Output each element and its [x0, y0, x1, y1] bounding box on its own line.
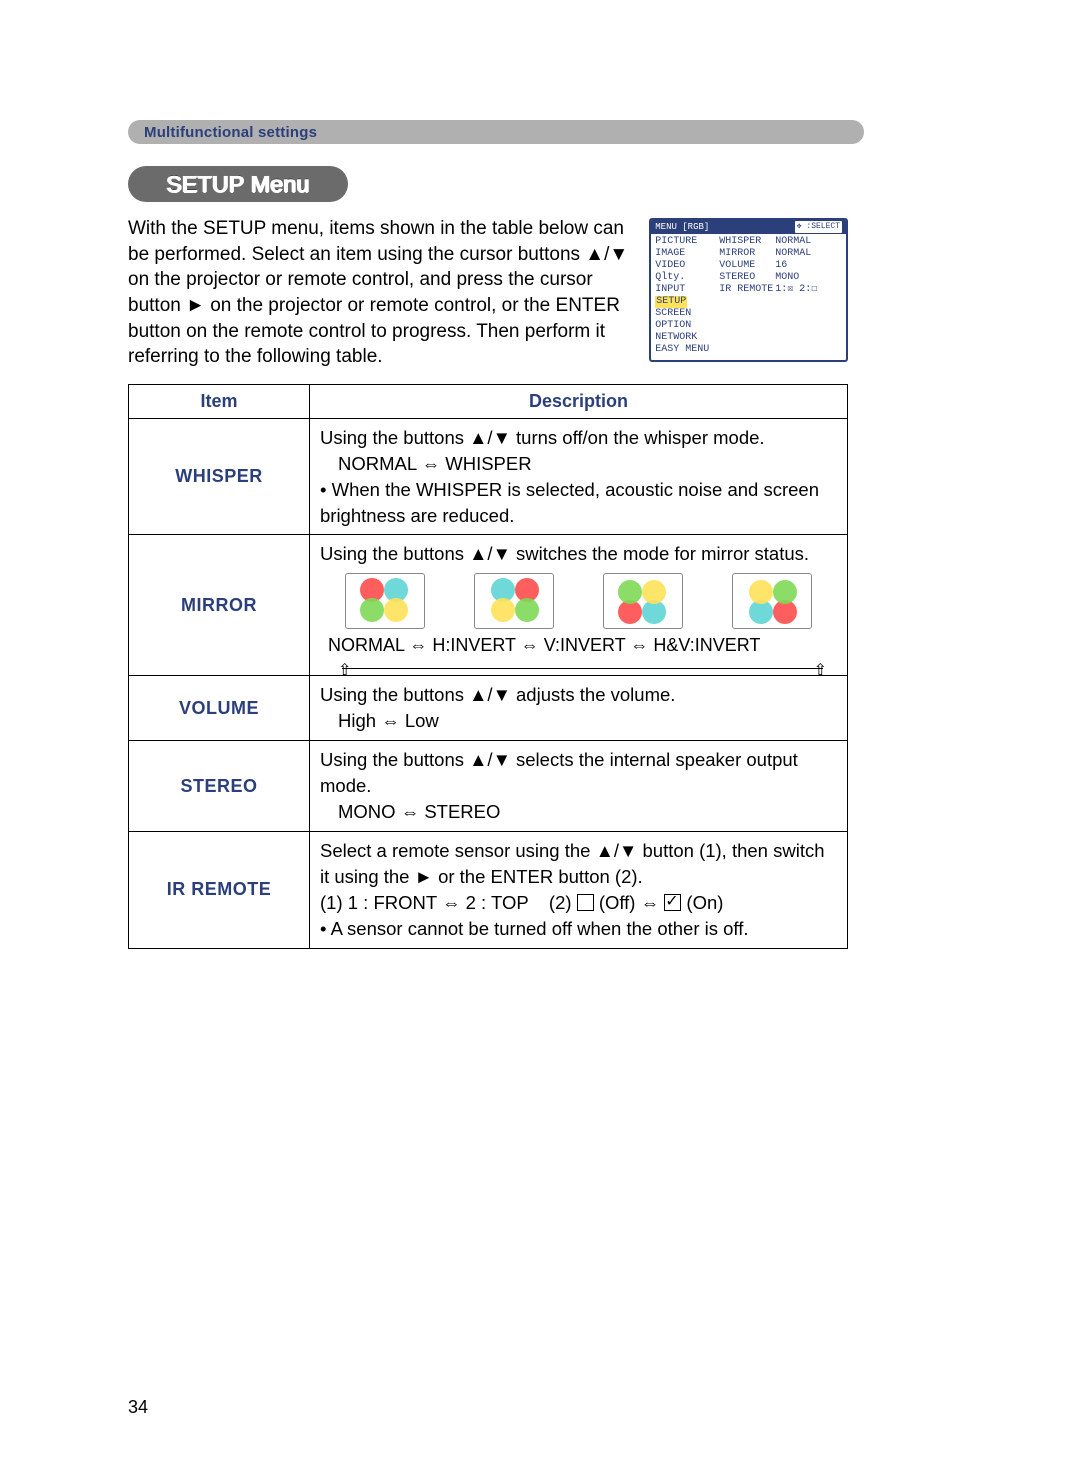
section-header-text: Multifunctional settings: [144, 124, 317, 141]
table-row: VOLUME Using the buttons ▲/▼ adjusts the…: [129, 676, 848, 741]
mirror-diagram: [603, 573, 683, 629]
table-row: WHISPER Using the buttons ▲/▼ turns off/…: [129, 418, 848, 535]
checkbox-off-icon: [577, 894, 594, 911]
title-text: SETUP Menu: [166, 171, 309, 198]
mirror-diagram: [474, 573, 554, 629]
row-desc-volume: Using the buttons ▲/▼ adjusts the volume…: [310, 676, 848, 741]
row-item-mirror: MIRROR: [129, 535, 310, 676]
row-desc-whisper: Using the buttons ▲/▼ turns off/on the w…: [310, 418, 848, 535]
table-row: MIRROR Using the buttons ▲/▼ switches th…: [129, 535, 848, 676]
mirror-diagrams: [320, 573, 837, 629]
row-item-whisper: WHISPER: [129, 418, 310, 535]
row-item-stereo: STEREO: [129, 741, 310, 832]
osd-column-menus: PICTUREIMAGEVIDEO Qlty.INPUTSETUPSCREENO…: [655, 236, 719, 356]
mirror-diagram: [732, 573, 812, 629]
row-desc-stereo: Using the buttons ▲/▼ selects the intern…: [310, 741, 848, 832]
mirror-diagram: [345, 573, 425, 629]
osd-column-values: NORMALNORMAL16MONO1:☒ 2:☐: [775, 236, 842, 356]
intro-paragraph: With the SETUP menu, items shown in the …: [128, 216, 637, 370]
title-pill: SETUP Menu: [128, 166, 348, 202]
section-header-pill: Multifunctional settings: [128, 120, 864, 144]
row-item-volume: VOLUME: [129, 676, 310, 741]
setup-table: Item Description WHISPER Using the butto…: [128, 384, 848, 949]
mirror-labels: NORMAL ⇔ H:INVERT ⇔ V:INVERT ⇔ H&V:INVER…: [320, 633, 837, 658]
th-item: Item: [129, 384, 310, 418]
mirror-range-line: [320, 658, 837, 669]
osd-header-left: MENU [RGB]: [655, 221, 709, 233]
osd-screenshot: MENU [RGB] ✥ :SELECT PICTUREIMAGEVIDEO Q…: [649, 218, 848, 362]
osd-header-right: ✥ :SELECT: [795, 221, 842, 233]
table-row: IR REMOTE Select a remote sensor using t…: [129, 831, 848, 948]
row-desc-irremote: Select a remote sensor using the ▲/▼ but…: [310, 831, 848, 948]
row-item-irremote: IR REMOTE: [129, 831, 310, 948]
page-number: 34: [128, 1397, 148, 1418]
checkbox-on-icon: [664, 894, 681, 911]
row-desc-mirror: Using the buttons ▲/▼ switches the mode …: [310, 535, 848, 676]
th-desc: Description: [310, 384, 848, 418]
osd-column-items: WHISPERMIRRORVOLUMESTEREOIR REMOTE: [719, 236, 775, 356]
table-row: STEREO Using the buttons ▲/▼ selects the…: [129, 741, 848, 832]
osd-header: MENU [RGB] ✥ :SELECT: [651, 220, 846, 234]
